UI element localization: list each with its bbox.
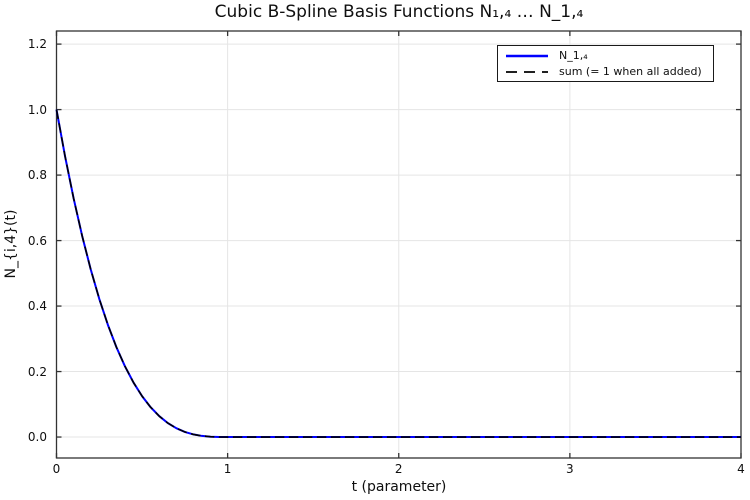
legend-dashed-line-sample — [506, 70, 548, 73]
y-axis-label: N_{i,4}(t) — [3, 209, 19, 279]
y-tick-label: 1.0 — [27, 102, 47, 117]
x-tick-label: 0 — [52, 462, 61, 476]
legend-solid-line-sample — [506, 54, 548, 57]
y-tick-label: 0.6 — [27, 233, 47, 248]
y-tick-label: 0.4 — [27, 299, 47, 314]
series-curve-sum — [55, 109, 741, 438]
chart-title: Cubic B-Spline Basis Functions N₁,₄ … N_… — [214, 2, 584, 22]
y-tick-label: 0.0 — [27, 430, 47, 445]
x-tick-label: 2 — [394, 462, 403, 476]
legend-entry-sum: sum (= 1 when all added) — [504, 66, 707, 77]
legend-label-sum: sum (= 1 when all added) — [559, 65, 702, 78]
x-tick-label: 4 — [737, 462, 745, 476]
y-tick-label: 0.2 — [27, 364, 47, 379]
legend-entry-basis: N_1,₄ — [504, 50, 707, 61]
x-tick-label: 1 — [223, 462, 232, 476]
x-axis-label: t (parameter) — [351, 479, 447, 495]
y-tick-label: 1.2 — [27, 37, 47, 52]
y-tick-label: 0.8 — [27, 168, 47, 183]
legend-box: N_1,₄ sum (= 1 when all added) — [497, 45, 714, 82]
x-tick-label: 3 — [566, 462, 574, 476]
legend-label-basis: N_1,₄ — [559, 49, 588, 62]
